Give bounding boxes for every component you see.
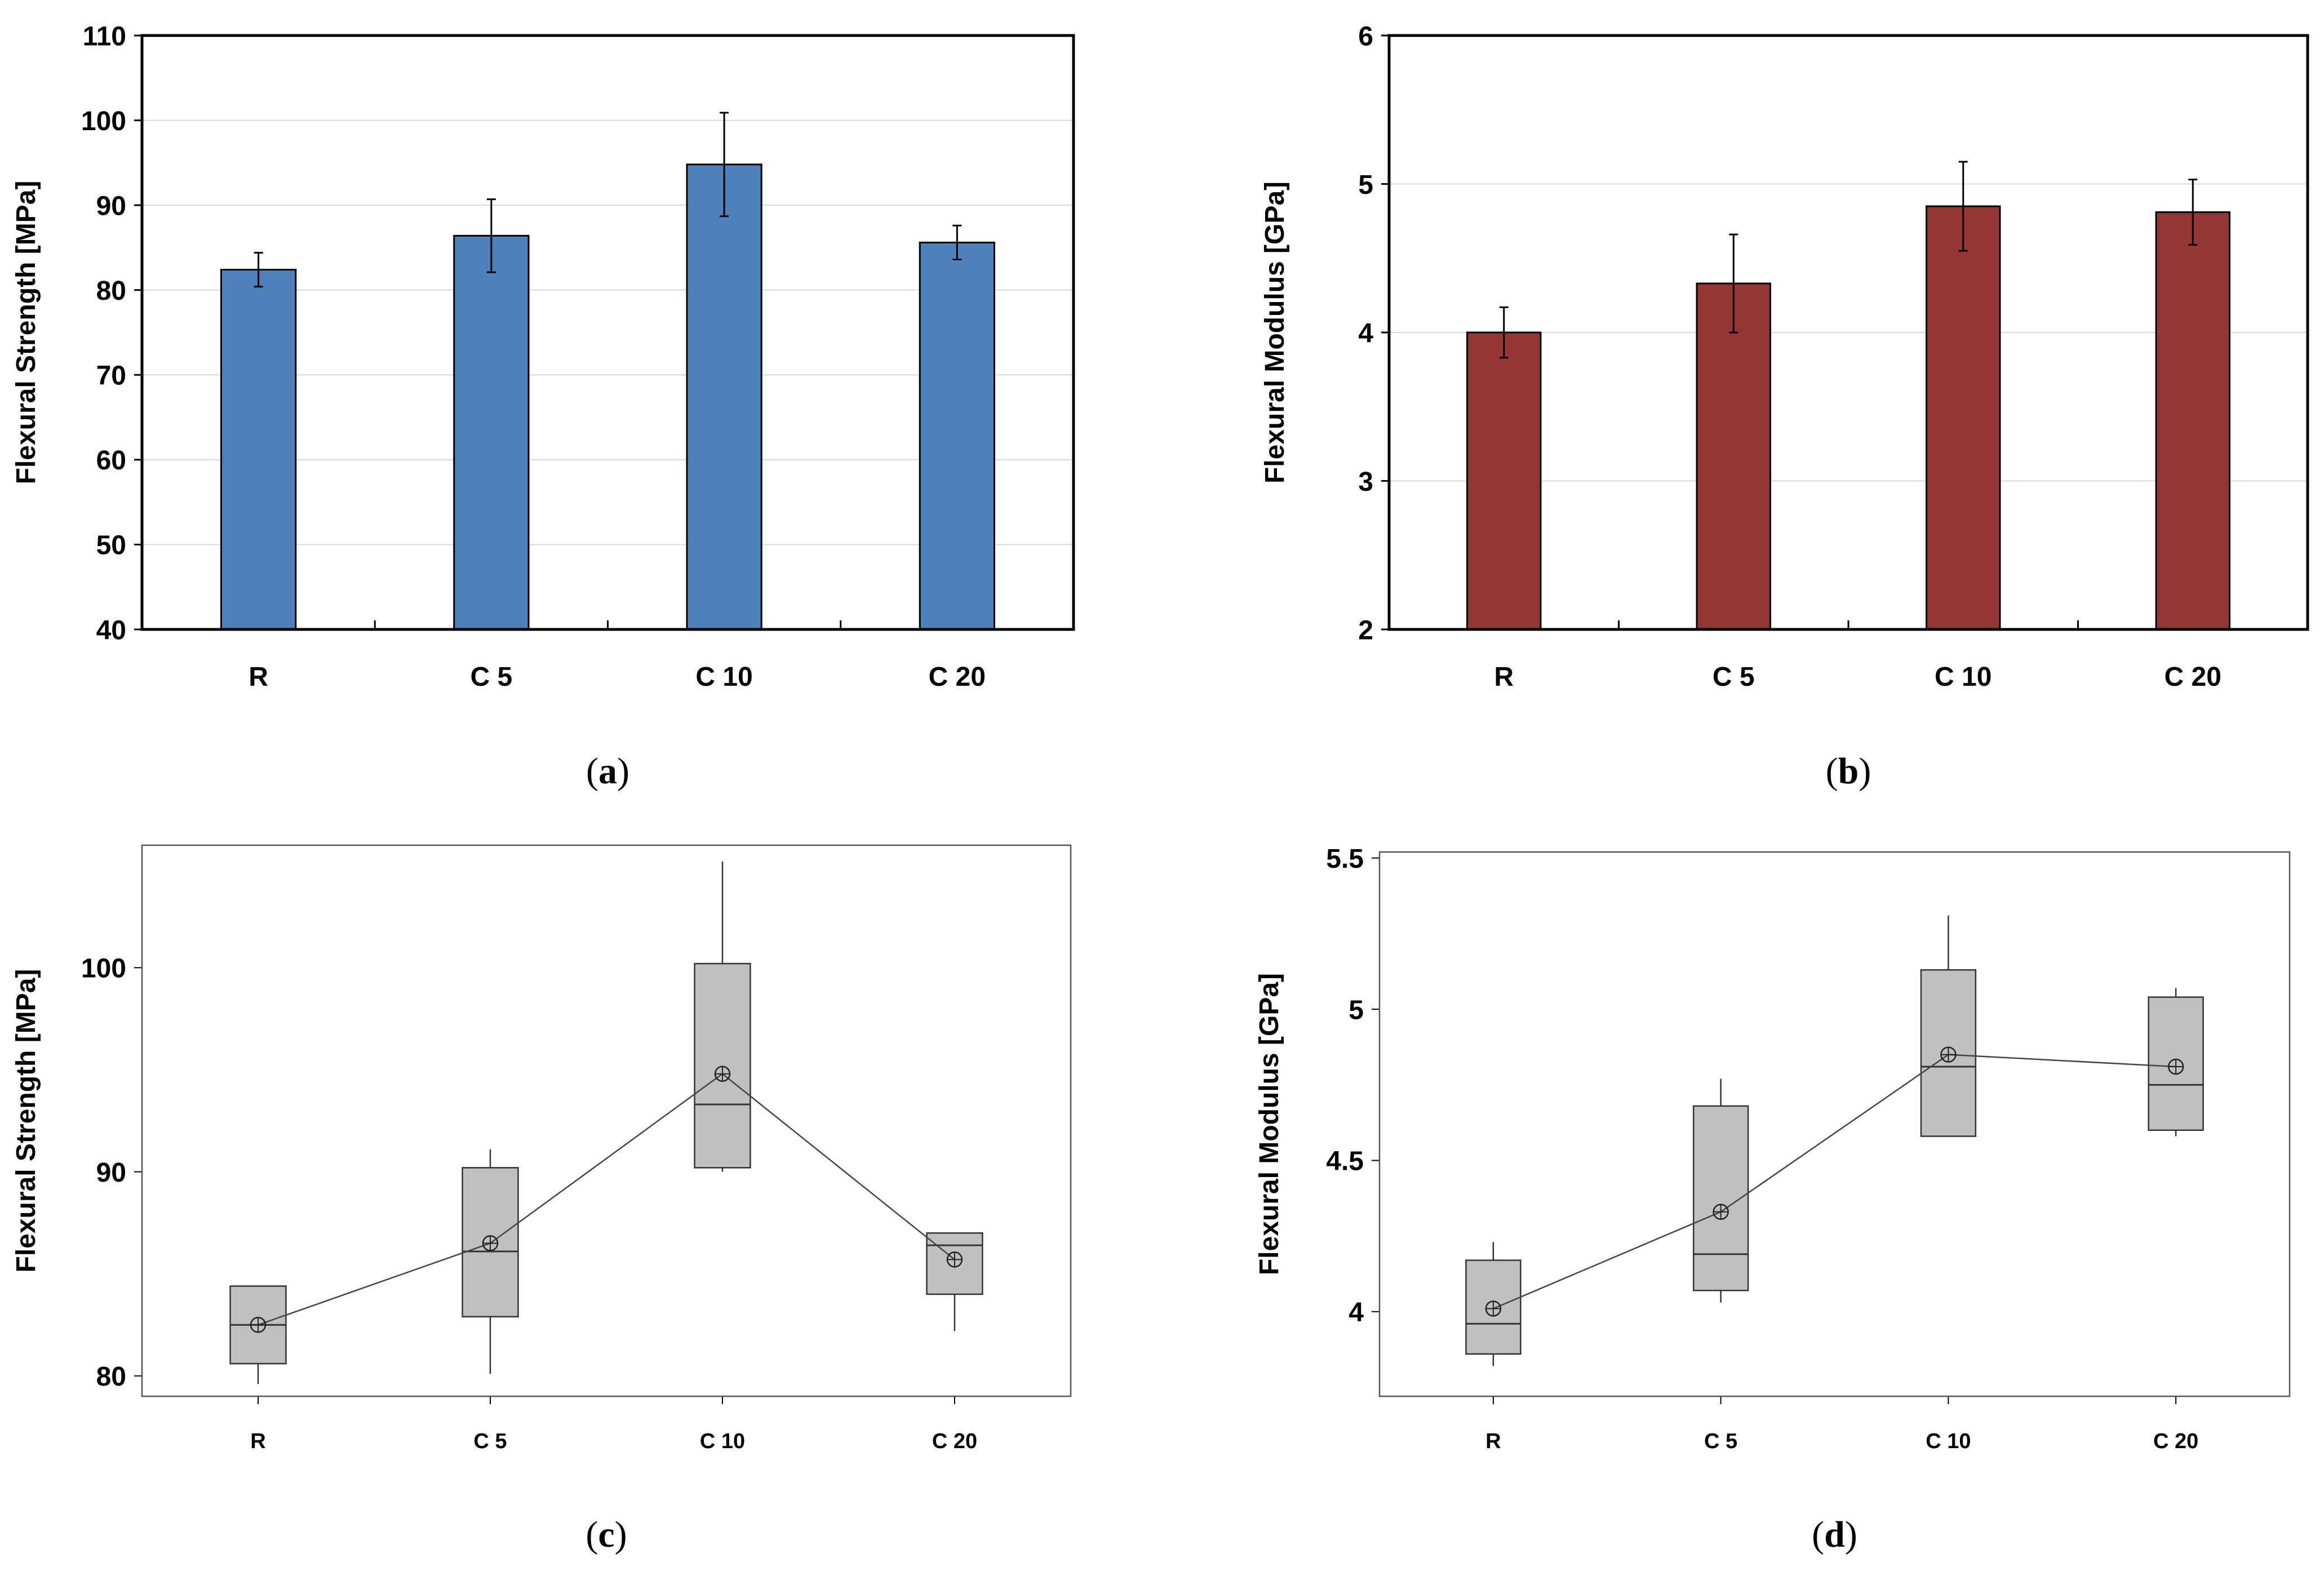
caption-letter: a <box>598 751 617 792</box>
y-tick-label: 5.5 <box>1326 844 1364 874</box>
y-tick-label: 80 <box>96 276 126 306</box>
x-tick-label: C 20 <box>932 1430 977 1453</box>
y-tick-label: 5 <box>1349 995 1364 1025</box>
y-tick-label: 3 <box>1358 467 1373 497</box>
x-tick-label: R <box>1485 1430 1501 1453</box>
caption-close: ) <box>1859 751 1871 792</box>
caption-letter: d <box>1824 1514 1845 1555</box>
bar <box>686 163 762 631</box>
panel-caption: (d) <box>1812 1514 1857 1555</box>
y-tick-label: 40 <box>96 615 126 645</box>
plot-frame <box>1378 851 2291 1397</box>
x-tick-label: C 10 <box>1926 1430 1971 1453</box>
x-tick-label: C 20 <box>929 662 986 692</box>
x-tick-label: R <box>1494 662 1514 692</box>
bar <box>919 241 995 631</box>
bar <box>2155 211 2230 631</box>
x-tick-label: C 10 <box>1935 662 1992 692</box>
y-tick-label: 80 <box>96 1362 126 1392</box>
panel-c-flexural-strength-box-plot: 80 90 100 R C 5 C 10 C 20 Flexural Strength [MP… <box>11 844 1072 1555</box>
y-tick-label: 90 <box>96 191 126 221</box>
y-axis-label: Flexural Modulus [GPa] <box>1260 181 1290 483</box>
y-tick-label: 4.5 <box>1326 1147 1364 1177</box>
x-tick-label: R <box>249 662 268 692</box>
panel-d-flexural-modulus-box-plot: 4 4.5 5 5.5 R C 5 C 10 C 20 Flexural Modulus [GP… <box>1254 844 2291 1555</box>
bar <box>453 234 530 631</box>
y-tick-label: 6 <box>1358 21 1373 51</box>
panel-caption: (c) <box>586 1514 627 1555</box>
plot-frame <box>140 34 1075 631</box>
y-tick-label: 5 <box>1358 170 1373 200</box>
caption-letter: c <box>598 1514 614 1555</box>
x-tick-label: C 10 <box>695 662 752 692</box>
y-axis-label: Flexural Modulus [GPa] <box>1254 973 1284 1275</box>
y-tick-label: 60 <box>96 446 126 476</box>
y-axis-label: Flexural Strength [MPa] <box>11 969 41 1273</box>
y-tick-label: 100 <box>81 954 126 984</box>
bar <box>220 269 297 631</box>
bar <box>1696 282 1771 631</box>
y-tick-label: 2 <box>1358 615 1373 645</box>
y-tick-label: 4 <box>1358 318 1373 348</box>
caption-open: ( <box>1812 1514 1824 1555</box>
y-axis-label: Flexural Strength [MPa] <box>11 181 41 485</box>
y-tick-label: 50 <box>96 531 126 561</box>
plot-frame <box>141 844 1072 1397</box>
caption-open: ( <box>1826 751 1838 792</box>
bar <box>1926 205 2001 631</box>
x-tick-label: C 5 <box>1704 1430 1737 1453</box>
caption-close: ) <box>615 1514 627 1555</box>
caption-close: ) <box>1845 1514 1857 1555</box>
box <box>694 962 751 1169</box>
y-tick-label: 100 <box>81 106 126 136</box>
caption-open: ( <box>586 1514 598 1555</box>
caption-letter: b <box>1838 751 1859 792</box>
x-tick-label: R <box>250 1430 265 1453</box>
y-tick-label: 70 <box>96 361 126 391</box>
bar <box>1466 331 1542 631</box>
y-tick-label: 4 <box>1349 1298 1364 1328</box>
panel-caption: (b) <box>1826 751 1871 792</box>
panel-b-flexural-modulus-bar-chart: 2 3 4 5 6 R C 5 C 10 C 20 Flexural Modulus [GPa] (… <box>1260 21 2309 792</box>
x-tick-label: C 5 <box>1713 662 1755 692</box>
mean-line <box>258 1073 955 1326</box>
caption-close: ) <box>617 751 629 792</box>
mean-line <box>1493 1054 2176 1310</box>
y-tick-label: 110 <box>83 21 126 51</box>
x-tick-label: C 10 <box>700 1430 745 1453</box>
box <box>1692 1105 1749 1291</box>
x-tick-label: C 20 <box>2153 1430 2198 1453</box>
panel-caption: (a) <box>586 751 629 792</box>
caption-open: ( <box>586 751 598 792</box>
y-tick-label: 90 <box>96 1158 126 1188</box>
x-tick-label: C 5 <box>473 1430 507 1453</box>
plot-frame <box>1387 34 2309 631</box>
x-tick-label: C 5 <box>471 662 513 692</box>
panel-a-flexural-strength-bar-chart: 40 50 60 70 80 90 100 110 R C 5 C 10 C 20 Flexural S… <box>11 21 1075 792</box>
x-tick-label: C 20 <box>2165 662 2221 692</box>
